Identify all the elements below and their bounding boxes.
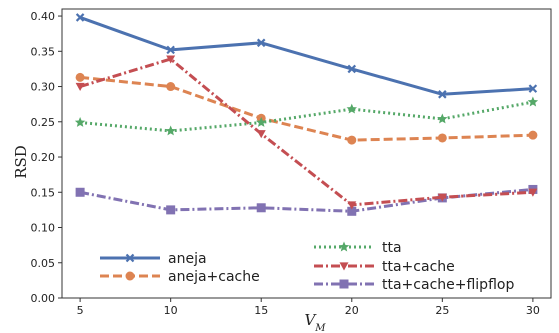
series-layer	[74, 13, 539, 216]
x-tick-label: 20	[345, 304, 359, 317]
legend-label: tta+cache	[382, 259, 455, 275]
axes-frame	[61, 8, 552, 299]
x-tick-label: 30	[526, 304, 540, 317]
data-point	[255, 116, 267, 127]
legend-marker	[339, 279, 349, 289]
legend-marker	[125, 271, 135, 281]
y-axis-title: RSD	[12, 145, 30, 179]
legend-item: tta+cache+flipflop	[314, 277, 514, 293]
legend-item: tta	[314, 240, 402, 256]
data-point	[166, 205, 176, 215]
plot-frame	[61, 8, 552, 299]
series-aneja	[75, 13, 538, 99]
data-point	[166, 55, 176, 64]
data-point	[256, 38, 266, 48]
data-point	[165, 125, 176, 136]
legend-label: aneja	[168, 251, 207, 267]
data-point	[528, 130, 538, 140]
legend-label: tta+cache+flipflop	[382, 277, 514, 293]
series-line	[79, 187, 534, 213]
data-point	[437, 193, 447, 202]
series-tta-cache	[75, 55, 538, 210]
axis-ticks: 5 10 15 20 25 30 0.00 0.05 0.10 0.15 0.20 0.25 0.30 0…	[31, 10, 540, 317]
data-point	[347, 201, 357, 210]
y-tick-label: 0.15	[31, 186, 56, 199]
data-point	[75, 82, 85, 92]
data-point	[347, 64, 357, 74]
y-tick-label: 0.10	[31, 222, 56, 235]
legend-label: aneja+cache	[168, 269, 260, 285]
x-tick-label: 15	[254, 304, 268, 317]
data-point	[256, 203, 266, 213]
data-point	[437, 133, 447, 143]
x-tick-label: 5	[77, 304, 84, 317]
data-point	[347, 206, 357, 216]
legend-marker	[339, 262, 349, 271]
data-point	[75, 187, 85, 197]
series-aneja-cache	[75, 72, 538, 145]
series-line	[79, 57, 533, 207]
legend-label: tta	[382, 240, 402, 256]
data-point	[438, 90, 447, 99]
data-point	[75, 13, 85, 22]
data-point	[256, 130, 266, 139]
series-tta	[74, 96, 539, 136]
x-axis-title: VM	[304, 311, 326, 333]
legend: aneja aneja+cache tta tta+cache tta+cache+fl…	[100, 240, 514, 293]
data-point	[528, 188, 538, 197]
series-line	[79, 100, 534, 133]
y-tick-label: 0.40	[31, 10, 56, 23]
legend-marker	[338, 241, 350, 252]
legend-marker	[125, 253, 135, 263]
series-tta-cache-flipflop	[75, 184, 538, 216]
series-line	[79, 16, 533, 96]
y-tick-label: 0.35	[31, 45, 56, 58]
legend-item: aneja+cache	[100, 269, 260, 285]
data-point	[437, 113, 448, 124]
y-tick-label: 0.25	[31, 116, 56, 129]
data-point	[528, 84, 538, 93]
x-tick-label: 25	[435, 304, 449, 317]
y-tick-label: 0.20	[31, 151, 56, 164]
data-point	[166, 45, 175, 55]
legend-item: tta+cache	[314, 259, 455, 275]
x-tick-label: 10	[164, 304, 178, 317]
series-line	[79, 75, 533, 142]
legend-item: aneja	[100, 251, 207, 267]
data-point	[74, 116, 86, 127]
data-point	[75, 72, 85, 82]
y-tick-label: 0.05	[31, 257, 56, 270]
data-point	[347, 135, 357, 145]
y-tick-label: 0.00	[31, 292, 56, 305]
data-point	[527, 96, 539, 107]
data-point	[166, 82, 176, 92]
data-point	[346, 103, 358, 114]
y-tick-label: 0.30	[31, 81, 56, 94]
